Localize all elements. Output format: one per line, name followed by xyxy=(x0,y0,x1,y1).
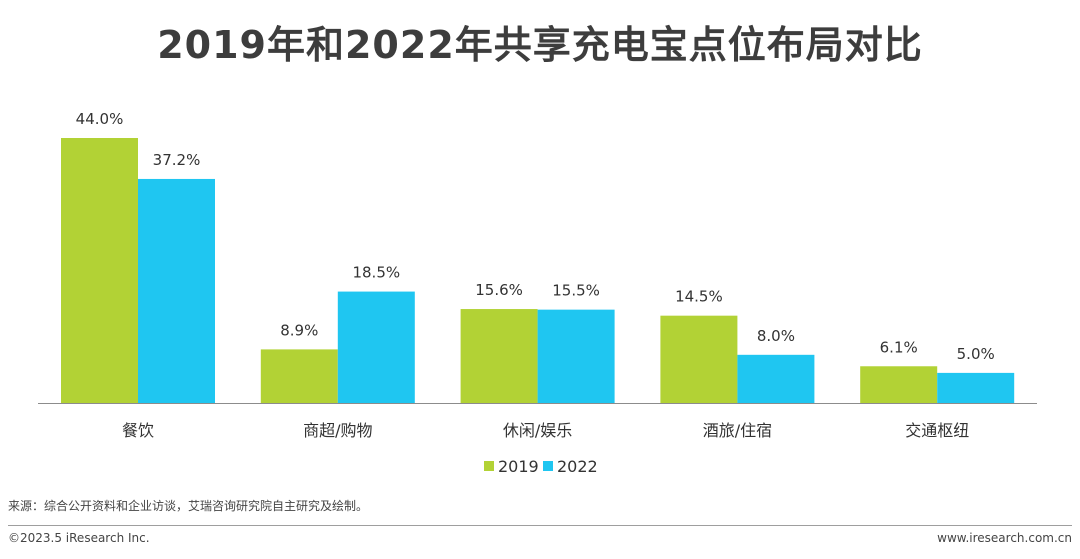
legend-swatch-2022 xyxy=(543,461,553,471)
bar-2019-1 xyxy=(260,349,338,403)
bar-2022-3 xyxy=(737,354,815,403)
legend-swatch-2019 xyxy=(484,461,494,471)
bar-2019-3 xyxy=(660,315,738,403)
bar-2019-4 xyxy=(860,366,938,403)
bar-2022-4 xyxy=(937,372,1015,403)
bar-2022-0 xyxy=(138,178,215,403)
x-tick-label-0: 餐饮 xyxy=(122,421,154,440)
bar-2022-2 xyxy=(537,309,615,403)
value-labels: 44.0% 37.2% 8.9% 18.5% 15.6% 15.5% 14.5% 8.0% 6.… xyxy=(76,110,995,363)
x-tick-label-3: 酒旅/住宿 xyxy=(703,421,772,440)
x-tick-label-2: 休闲/娱乐 xyxy=(503,421,572,440)
footer-divider xyxy=(8,525,1072,526)
x-tick-label-1: 商超/购物 xyxy=(303,421,372,440)
value-label-2022-4: 5.0% xyxy=(957,345,995,363)
value-label-2022-2: 15.5% xyxy=(552,282,600,300)
value-label-2019-0: 44.0% xyxy=(76,110,124,128)
x-tick-labels: 餐饮 商超/购物 休闲/娱乐 酒旅/住宿 交通枢纽 xyxy=(122,421,969,440)
website-text: www.iresearch.com.cn xyxy=(937,531,1072,545)
bar-2022-1 xyxy=(337,291,415,403)
bar-chart: 餐饮 商超/购物 休闲/娱乐 酒旅/住宿 交通枢纽 44.0% 37.2% 8.9% 18.5… xyxy=(38,110,1037,476)
value-label-2019-2: 15.6% xyxy=(475,281,523,299)
value-label-2022-3: 8.0% xyxy=(757,327,795,345)
value-label-2019-3: 14.5% xyxy=(675,288,723,306)
legend-label-2022: 2022 xyxy=(557,457,598,476)
bar-2019-0 xyxy=(61,138,138,403)
value-label-2022-0: 37.2% xyxy=(153,151,201,169)
legend: 2019 2022 xyxy=(484,457,598,476)
value-label-2019-1: 8.9% xyxy=(280,321,318,339)
copyright-text: ©2023.5 iResearch Inc. xyxy=(8,531,150,545)
bars-group xyxy=(61,138,1015,403)
source-note: 来源：综合公开资料和企业访谈，艾瑞咨询研究院自主研究及绘制。 xyxy=(8,499,369,513)
bar-2019-2 xyxy=(460,309,538,403)
value-label-2022-1: 18.5% xyxy=(352,264,400,282)
x-tick-label-4: 交通枢纽 xyxy=(905,421,969,440)
chart-title: 2019年和2022年共享充电宝点位布局对比 xyxy=(157,23,923,67)
value-label-2019-4: 6.1% xyxy=(880,338,918,356)
legend-label-2019: 2019 xyxy=(498,457,539,476)
